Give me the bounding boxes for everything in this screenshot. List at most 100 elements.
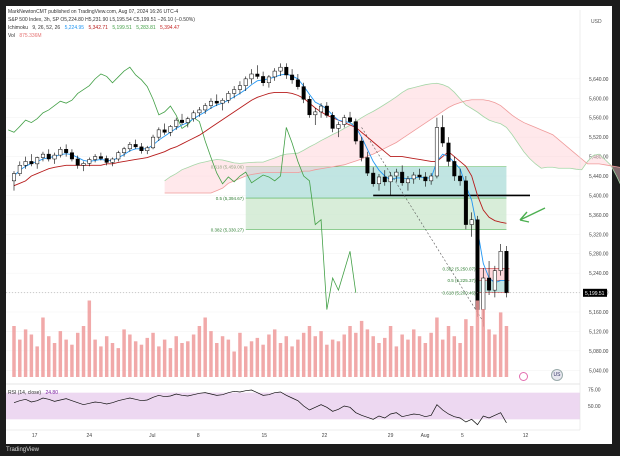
candle-body[interactable]	[469, 219, 474, 225]
candle-body[interactable]	[156, 129, 161, 138]
candle-body[interactable]	[197, 109, 202, 114]
candle-body[interactable]	[290, 74, 295, 81]
candle-body[interactable]	[388, 175, 393, 183]
candle-body[interactable]	[151, 136, 156, 149]
candle-body[interactable]	[371, 172, 376, 185]
candle-body[interactable]	[452, 161, 457, 177]
candle-body[interactable]	[278, 66, 283, 72]
candle-body[interactable]	[93, 156, 98, 160]
candle-body[interactable]	[411, 174, 416, 180]
candle-body[interactable]	[232, 89, 237, 94]
volume-bar	[481, 309, 486, 377]
candle-body[interactable]	[139, 146, 144, 151]
candle-body[interactable]	[284, 66, 289, 76]
candle-body[interactable]	[52, 154, 57, 160]
candle-body[interactable]	[348, 117, 353, 122]
candle-body[interactable]	[174, 119, 179, 127]
fib-band-upper-teal	[245, 166, 507, 199]
candle-body[interactable]	[359, 140, 364, 158]
fib-label: 0.618 (5,459.06)	[211, 165, 245, 170]
lagging-line	[8, 66, 357, 310]
candle-body[interactable]	[214, 100, 219, 104]
candle-body[interactable]	[463, 180, 468, 225]
candle-body[interactable]	[307, 99, 312, 116]
candle-body[interactable]	[417, 174, 422, 178]
candle-body[interactable]	[122, 148, 127, 153]
candle-body[interactable]	[208, 100, 213, 106]
candle-body[interactable]	[301, 86, 306, 100]
candle-body[interactable]	[29, 161, 34, 165]
candle-body[interactable]	[220, 99, 225, 104]
candle-body[interactable]	[87, 159, 92, 164]
candle-body[interactable]	[353, 121, 358, 142]
volume-bar	[104, 336, 109, 377]
candle-body[interactable]	[116, 152, 121, 160]
candle-body[interactable]	[46, 153, 51, 160]
candle-body[interactable]	[110, 158, 115, 163]
candle-body[interactable]	[458, 175, 463, 182]
candle-body[interactable]	[382, 176, 387, 183]
candle-body[interactable]	[295, 79, 300, 87]
candle-body[interactable]	[133, 144, 138, 148]
candle-body[interactable]	[185, 118, 190, 123]
candle-body[interactable]	[405, 178, 410, 184]
candle-body[interactable]	[440, 127, 445, 144]
candle-body[interactable]	[400, 171, 405, 184]
volume-bar	[64, 339, 68, 377]
candle-body[interactable]	[324, 105, 329, 116]
candle-body[interactable]	[203, 105, 208, 111]
candle-body[interactable]	[319, 105, 324, 113]
candle-body[interactable]	[162, 129, 167, 133]
candle-body[interactable]	[365, 157, 370, 174]
candle-body[interactable]	[492, 270, 497, 291]
candle-body[interactable]	[313, 111, 318, 116]
volume-bar	[116, 348, 121, 377]
ichimoku-params: 9, 26, 52, 26	[32, 25, 61, 31]
candle-body[interactable]	[481, 277, 486, 310]
candle-body[interactable]	[127, 144, 132, 150]
candle-body[interactable]	[12, 173, 16, 182]
candle-body[interactable]	[81, 163, 86, 166]
candle-body[interactable]	[498, 251, 503, 271]
candle-body[interactable]	[487, 277, 492, 291]
candle-body[interactable]	[504, 251, 509, 294]
candle-body[interactable]	[423, 176, 428, 182]
candle-body[interactable]	[104, 158, 109, 163]
candle-body[interactable]	[266, 76, 271, 83]
candle-body[interactable]	[237, 85, 242, 90]
candle-body[interactable]	[75, 158, 80, 166]
alert-icon[interactable]	[519, 372, 528, 381]
candle-body[interactable]	[64, 149, 69, 153]
candle-body[interactable]	[168, 126, 173, 133]
candle-body[interactable]	[40, 153, 45, 158]
y-tick-label: 5,040.00	[589, 368, 609, 374]
candle-body[interactable]	[377, 176, 381, 185]
candle-body[interactable]	[429, 175, 434, 182]
candle-body[interactable]	[261, 76, 266, 83]
candle-body[interactable]	[446, 142, 451, 162]
candle-body[interactable]	[336, 124, 341, 129]
candle-body[interactable]	[23, 161, 28, 166]
volume-bar	[232, 351, 236, 377]
candle-body[interactable]	[98, 156, 103, 159]
candle-body[interactable]	[394, 171, 399, 177]
candle-body[interactable]	[180, 119, 184, 123]
candle-body[interactable]	[69, 152, 74, 160]
candle-body[interactable]	[191, 112, 196, 119]
candle-body[interactable]	[35, 157, 40, 165]
flag-icon[interactable]: US	[551, 369, 563, 381]
candle-body[interactable]	[243, 78, 248, 86]
candle-body[interactable]	[17, 165, 22, 174]
candle-body[interactable]	[58, 149, 63, 156]
candle-body[interactable]	[249, 73, 254, 80]
candle-body[interactable]	[226, 93, 231, 101]
candle-body[interactable]	[145, 147, 150, 151]
candle-body[interactable]	[475, 219, 480, 310]
candle-body[interactable]	[255, 73, 260, 77]
candle-body[interactable]	[342, 117, 347, 125]
candle-body[interactable]	[330, 115, 335, 129]
candle-body[interactable]	[272, 70, 277, 78]
candle-body[interactable]	[434, 127, 439, 177]
